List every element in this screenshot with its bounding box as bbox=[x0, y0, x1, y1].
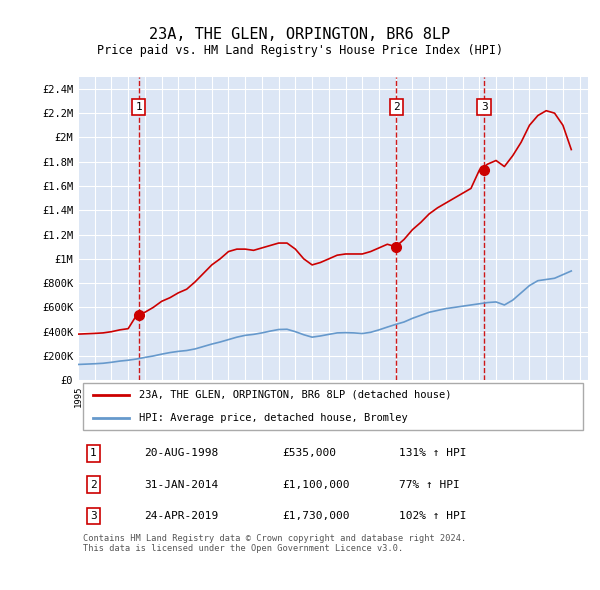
Text: 77% ↑ HPI: 77% ↑ HPI bbox=[400, 480, 460, 490]
Text: 102% ↑ HPI: 102% ↑ HPI bbox=[400, 511, 467, 521]
FancyBboxPatch shape bbox=[83, 383, 583, 430]
Text: £1,100,000: £1,100,000 bbox=[282, 480, 349, 490]
Text: 3: 3 bbox=[481, 102, 488, 112]
Text: Contains HM Land Registry data © Crown copyright and database right 2024.
This d: Contains HM Land Registry data © Crown c… bbox=[83, 534, 466, 553]
Text: 3: 3 bbox=[90, 511, 97, 521]
Text: £1,730,000: £1,730,000 bbox=[282, 511, 349, 521]
Text: 20-AUG-1998: 20-AUG-1998 bbox=[145, 448, 218, 458]
Text: Price paid vs. HM Land Registry's House Price Index (HPI): Price paid vs. HM Land Registry's House … bbox=[97, 44, 503, 57]
Text: 1: 1 bbox=[90, 448, 97, 458]
Text: 2: 2 bbox=[90, 480, 97, 490]
Text: 1: 1 bbox=[135, 102, 142, 112]
Text: 2: 2 bbox=[393, 102, 400, 112]
Text: HPI: Average price, detached house, Bromley: HPI: Average price, detached house, Brom… bbox=[139, 413, 408, 423]
Text: 31-JAN-2014: 31-JAN-2014 bbox=[145, 480, 218, 490]
Text: 131% ↑ HPI: 131% ↑ HPI bbox=[400, 448, 467, 458]
Text: £535,000: £535,000 bbox=[282, 448, 336, 458]
Text: 23A, THE GLEN, ORPINGTON, BR6 8LP: 23A, THE GLEN, ORPINGTON, BR6 8LP bbox=[149, 27, 451, 41]
Text: 24-APR-2019: 24-APR-2019 bbox=[145, 511, 218, 521]
Text: 23A, THE GLEN, ORPINGTON, BR6 8LP (detached house): 23A, THE GLEN, ORPINGTON, BR6 8LP (detac… bbox=[139, 390, 452, 400]
